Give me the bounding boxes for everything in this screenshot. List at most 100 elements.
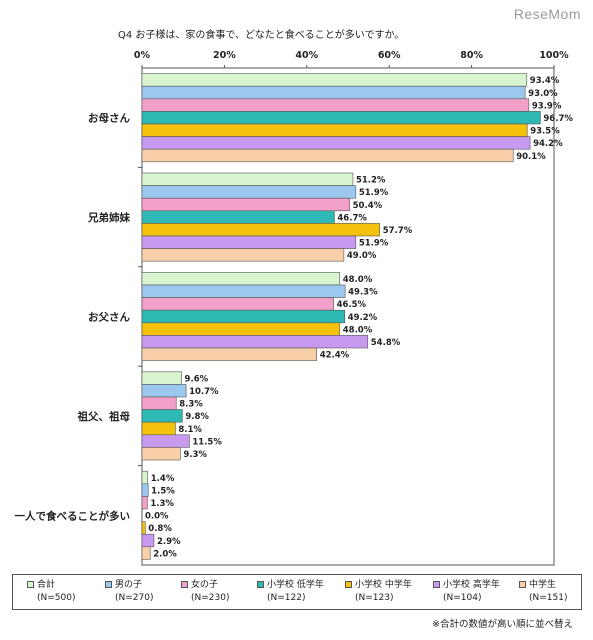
bar bbox=[141, 248, 345, 262]
data-label: 9.6% bbox=[185, 374, 209, 384]
legend-label: 合計 bbox=[37, 580, 56, 590]
bar bbox=[141, 223, 381, 237]
data-label: 1.3% bbox=[150, 499, 174, 509]
data-label: 1.5% bbox=[151, 486, 175, 496]
bar bbox=[141, 434, 190, 448]
data-label: 50.4% bbox=[353, 201, 383, 211]
legend-label: 小学校 中学年 bbox=[355, 580, 412, 590]
data-label: 11.5% bbox=[192, 437, 222, 447]
bar bbox=[141, 409, 183, 423]
legend: 合計 (N=500) 男の子 (N=270) 女の子 (N=230) 小学校 低学年 (N=1… bbox=[12, 574, 582, 610]
legend-sample-size: (N=270) bbox=[115, 593, 154, 603]
legend-sample-size: (N=500) bbox=[37, 593, 76, 603]
bar bbox=[141, 272, 341, 286]
category-label: 一人で食べることが多い bbox=[15, 509, 131, 522]
bar bbox=[141, 384, 187, 398]
legend-item: 小学校 低学年 (N=122) bbox=[257, 579, 324, 605]
x-tick-label: 20% bbox=[213, 50, 236, 61]
data-label: 93.0% bbox=[528, 89, 558, 99]
legend-swatch bbox=[433, 581, 440, 588]
bar bbox=[141, 521, 146, 535]
legend-item: 小学校 中学年 (N=123) bbox=[345, 579, 412, 605]
data-label: 49.3% bbox=[348, 288, 378, 298]
x-tick-label: 60% bbox=[378, 50, 401, 61]
bar bbox=[141, 335, 369, 349]
data-label: 0.8% bbox=[148, 524, 172, 534]
data-label: 48.0% bbox=[343, 275, 373, 285]
category-label: お父さん bbox=[88, 312, 130, 324]
legend-swatch bbox=[257, 581, 264, 588]
x-tick-label: 40% bbox=[295, 50, 318, 61]
data-label: 57.7% bbox=[383, 226, 413, 236]
legend-item: 女の子 (N=230) bbox=[181, 579, 229, 605]
data-label: 51.9% bbox=[359, 239, 389, 249]
data-label: 42.4% bbox=[320, 351, 350, 361]
x-tick-label: 0% bbox=[134, 50, 151, 61]
legend-label: 男の子 bbox=[115, 580, 143, 590]
bar bbox=[141, 284, 346, 298]
data-label: 48.0% bbox=[343, 325, 373, 335]
legend-label: 小学校 高学年 bbox=[443, 580, 500, 590]
legend-swatch bbox=[345, 581, 352, 588]
bar bbox=[141, 148, 514, 163]
legend-label: 中学生 bbox=[529, 580, 557, 590]
legend-swatch bbox=[519, 581, 526, 588]
category-label: 兄弟姉妹 bbox=[87, 211, 130, 224]
data-label: 49.0% bbox=[347, 251, 377, 261]
data-label: 8.1% bbox=[178, 425, 202, 435]
category-label: お母さん bbox=[88, 113, 130, 125]
data-label: 94.2% bbox=[533, 139, 563, 149]
chart-title: Q4 お子様は、家の食事で、どなたと食べることが多いですか。 bbox=[118, 30, 405, 41]
bar bbox=[141, 136, 531, 150]
data-label: 10.7% bbox=[189, 387, 219, 397]
bar bbox=[141, 85, 526, 100]
legend-sample-size: (N=151) bbox=[529, 593, 568, 603]
data-label: 46.7% bbox=[337, 213, 367, 223]
bar bbox=[141, 371, 182, 385]
data-label: 8.3% bbox=[179, 400, 203, 410]
x-tick-label: 80% bbox=[460, 50, 483, 61]
bar bbox=[141, 73, 528, 87]
data-label: 51.2% bbox=[356, 176, 386, 186]
data-label: 9.3% bbox=[183, 450, 207, 460]
bar bbox=[141, 297, 334, 311]
bar bbox=[141, 235, 357, 249]
data-label: 90.1% bbox=[516, 152, 546, 162]
category-label: 祖父、祖母 bbox=[77, 410, 131, 423]
bar bbox=[141, 210, 335, 224]
legend-item: 小学校 高学年 (N=104) bbox=[433, 579, 500, 605]
legend-label: 小学校 低学年 bbox=[267, 580, 324, 590]
legend-sample-size: (N=230) bbox=[191, 593, 230, 603]
footnote: ※合計の数値が高い順に並べ替え bbox=[432, 619, 573, 630]
bar bbox=[141, 483, 149, 497]
data-label: 49.2% bbox=[348, 313, 378, 323]
data-label: 2.9% bbox=[157, 537, 181, 547]
bar bbox=[141, 396, 177, 410]
bar bbox=[141, 421, 176, 436]
data-label: 93.5% bbox=[530, 127, 560, 137]
data-label: 1.4% bbox=[151, 474, 175, 484]
legend-label: 女の子 bbox=[191, 580, 219, 590]
bar bbox=[141, 447, 181, 461]
bar bbox=[141, 172, 354, 186]
bar bbox=[141, 197, 350, 212]
legend-sample-size: (N=122) bbox=[267, 593, 306, 603]
data-label: 0.0% bbox=[145, 512, 169, 522]
data-label: 93.4% bbox=[530, 76, 560, 86]
data-label: 54.8% bbox=[371, 338, 401, 348]
data-label: 9.8% bbox=[185, 412, 209, 422]
bar bbox=[141, 309, 346, 324]
data-label: 93.9% bbox=[532, 101, 562, 111]
data-label: 51.9% bbox=[359, 188, 389, 198]
legend-item: 男の子 (N=270) bbox=[105, 579, 153, 605]
bar bbox=[141, 347, 317, 361]
bar bbox=[141, 533, 155, 548]
data-label: 2.0% bbox=[153, 549, 177, 559]
watermark-logo: ReseMom bbox=[513, 6, 581, 22]
legend-item: 中学生 (N=151) bbox=[519, 579, 567, 605]
bar bbox=[141, 185, 357, 199]
legend-sample-size: (N=104) bbox=[443, 593, 482, 603]
legend-swatch bbox=[105, 581, 112, 588]
bar bbox=[141, 322, 341, 336]
